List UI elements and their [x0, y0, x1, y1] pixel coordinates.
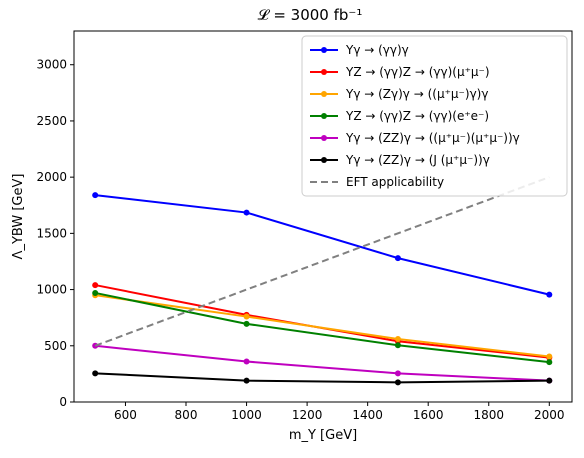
legend-item: EFT applicability [310, 175, 444, 189]
y-tick-label: 1000 [36, 283, 67, 297]
legend-label: Yγ → (γγ)γ [345, 43, 409, 57]
legend-marker [321, 135, 327, 141]
series-line [95, 372, 550, 384]
x-tick-label: 1000 [231, 408, 262, 422]
y-tick-label: 2000 [36, 170, 67, 184]
y-tick-label: 2500 [36, 114, 67, 128]
data-point [546, 353, 553, 360]
data-point [243, 313, 250, 320]
data-point [92, 289, 99, 296]
series-line [94, 291, 550, 364]
data-point [394, 370, 401, 377]
data-point [92, 370, 99, 377]
data-point [243, 209, 250, 216]
x-tick-label: 2000 [534, 408, 565, 422]
data-point [546, 291, 553, 298]
series-3 [92, 289, 553, 366]
series-line [95, 344, 550, 382]
data-point [243, 320, 250, 327]
series-5 [92, 370, 553, 386]
legend-marker [321, 91, 327, 97]
legend-item: Yγ → (ZZ)γ → ((μ⁺μ⁻)(μ⁺μ⁻))γ [310, 131, 520, 145]
series-line [95, 294, 550, 358]
x-tick-label: 1400 [352, 408, 383, 422]
data-point [394, 255, 401, 262]
legend-label: YZ → (γγ)Z → (γγ)(μ⁺μ⁻) [345, 65, 490, 79]
data-point [243, 377, 250, 384]
legend-marker [321, 69, 327, 75]
data-point [92, 282, 99, 289]
data-point [394, 342, 401, 349]
y-tick-label: 500 [44, 339, 67, 353]
legend-label: YZ → (γγ)Z → (γγ)(e⁺e⁻) [345, 109, 489, 123]
x-tick-label: 1800 [473, 408, 504, 422]
series-layer [92, 176, 553, 386]
x-axis-label: m_Y [GeV] [289, 428, 357, 443]
data-point [546, 377, 553, 384]
series-0 [92, 192, 553, 298]
legend-item: YZ → (γγ)Z → (γγ)(e⁺e⁻) [310, 109, 489, 123]
legend-label: Yγ → (ZZ)γ → (J (μ⁺μ⁻))γ [345, 153, 490, 167]
legend-label: EFT applicability [346, 175, 444, 189]
y-tick-label: 3000 [36, 58, 67, 72]
legend-label: Yγ → (Zγ)γ → ((μ⁺μ⁻)γ)γ [345, 87, 488, 101]
legend-item: Yγ → (ZZ)γ → (J (μ⁺μ⁻))γ [310, 153, 490, 167]
series-line [95, 194, 550, 296]
legend-marker [321, 47, 327, 53]
chart-title: 𝓛 = 3000 fb⁻¹ [258, 6, 363, 24]
legend-item: Yγ → (Zγ)γ → ((μ⁺μ⁻)γ)γ [310, 87, 488, 101]
data-point [243, 358, 250, 365]
axis-layer: 600 800 1000 1200 1400 1600 1800 2000 0 500 1000 15… [36, 58, 564, 422]
legend-label: Yγ → (ZZ)γ → ((μ⁺μ⁻)(μ⁺μ⁻))γ [345, 131, 520, 145]
series-6 [94, 176, 550, 347]
x-tick-label: 1200 [292, 408, 323, 422]
x-tick-label: 600 [114, 408, 137, 422]
legend-marker [321, 113, 327, 119]
legend-item: Yγ → (γγ)γ [310, 43, 409, 57]
legend-item: YZ → (γγ)Z → (γγ)(μ⁺μ⁻) [310, 65, 490, 79]
y-tick-label: 0 [59, 395, 67, 409]
y-axis-label: Λ_YBW [GeV] [11, 174, 26, 260]
series-line [94, 176, 550, 347]
data-point [394, 336, 401, 343]
data-point [92, 192, 99, 199]
y-tick-label: 1500 [36, 226, 67, 240]
chart-legend: Yγ → (γγ)γ YZ → (γγ)Z → (γγ)(μ⁺μ⁻) Yγ → (Z… [301, 35, 568, 197]
x-tick-label: 800 [175, 408, 198, 422]
data-point [546, 359, 553, 366]
legend-marker [321, 157, 327, 163]
x-tick-label: 1600 [413, 408, 444, 422]
legend-box [301, 35, 568, 197]
data-point [394, 379, 401, 386]
